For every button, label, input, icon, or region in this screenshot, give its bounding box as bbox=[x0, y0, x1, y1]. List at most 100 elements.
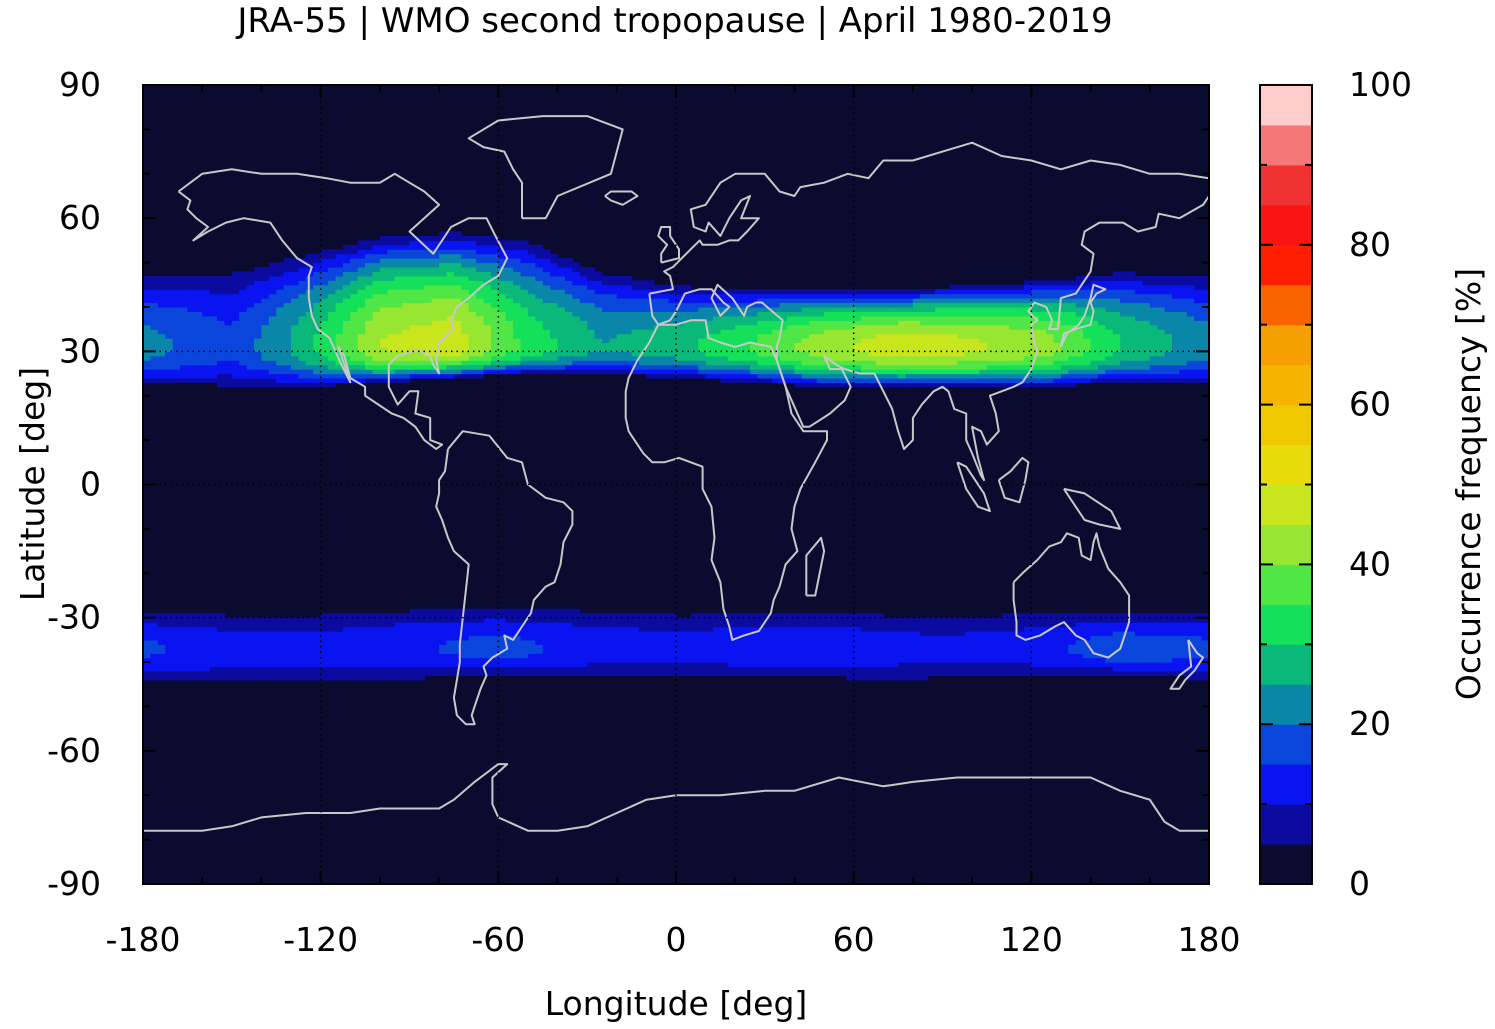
heat-cell bbox=[490, 639, 499, 645]
heat-cell bbox=[1009, 311, 1018, 317]
heat-cell bbox=[217, 670, 226, 676]
heat-cell bbox=[542, 613, 551, 619]
heat-cell bbox=[579, 639, 588, 645]
heat-cell bbox=[172, 302, 181, 308]
heat-cell bbox=[172, 284, 181, 290]
heat-cell bbox=[846, 648, 855, 654]
heat-cell bbox=[483, 648, 492, 654]
heat-cell bbox=[986, 648, 995, 654]
heat-cell bbox=[1075, 644, 1084, 650]
heat-cell bbox=[653, 622, 662, 628]
heat-cell bbox=[986, 302, 995, 308]
heat-cell bbox=[357, 648, 366, 654]
heat-cell bbox=[342, 249, 351, 255]
heat-cell bbox=[1016, 373, 1025, 379]
heat-cell bbox=[394, 670, 403, 676]
heat-cell bbox=[365, 306, 374, 312]
heat-cell bbox=[683, 302, 692, 308]
heat-cell bbox=[202, 289, 211, 295]
heat-cell bbox=[468, 244, 477, 250]
heat-cell bbox=[564, 608, 573, 614]
heat-cell bbox=[535, 338, 544, 344]
heat-cell bbox=[564, 346, 573, 352]
heat-cell bbox=[742, 342, 751, 348]
heat-cell bbox=[1068, 635, 1077, 641]
heat-cell bbox=[483, 284, 492, 290]
heat-cell bbox=[172, 298, 181, 304]
heat-cell bbox=[283, 364, 292, 370]
heat-cell bbox=[239, 346, 248, 352]
heat-cell bbox=[601, 364, 610, 370]
heat-cell bbox=[1053, 360, 1062, 366]
heat-cell bbox=[927, 293, 936, 299]
heat-cell bbox=[898, 662, 907, 668]
heat-cell bbox=[1053, 298, 1062, 304]
heat-cell bbox=[180, 306, 189, 312]
heat-cell bbox=[957, 373, 966, 379]
heat-cell bbox=[490, 329, 499, 335]
heat-cell bbox=[676, 355, 684, 361]
heat-cell bbox=[720, 302, 729, 308]
heat-cell bbox=[750, 302, 759, 308]
heat-cell bbox=[572, 262, 581, 268]
heat-cell bbox=[1060, 369, 1069, 375]
heat-cell bbox=[335, 320, 344, 326]
heat-cell bbox=[431, 670, 440, 676]
heat-cell bbox=[527, 306, 536, 312]
heat-cell bbox=[394, 369, 403, 375]
heat-cell bbox=[194, 364, 203, 370]
heat-cell bbox=[757, 617, 766, 623]
heat-cell bbox=[809, 666, 818, 672]
heat-cell bbox=[927, 666, 936, 672]
heat-cell bbox=[1001, 613, 1010, 619]
heat-cell bbox=[935, 635, 944, 641]
heat-cell bbox=[535, 315, 544, 321]
heat-cell bbox=[594, 324, 603, 330]
heat-cell bbox=[794, 657, 803, 663]
heat-cell bbox=[535, 360, 544, 366]
heat-cell bbox=[180, 666, 189, 672]
heat-cell bbox=[942, 320, 951, 326]
heat-cell bbox=[468, 258, 477, 264]
heat-cell bbox=[291, 639, 300, 645]
heat-cell bbox=[527, 342, 536, 348]
heat-cell bbox=[587, 364, 596, 370]
heat-cell bbox=[601, 635, 610, 641]
heat-cell bbox=[1038, 329, 1047, 335]
heat-cell bbox=[824, 351, 833, 357]
heat-cell bbox=[676, 315, 684, 321]
heat-cell bbox=[1068, 373, 1077, 379]
heat-cell bbox=[572, 369, 581, 375]
heat-cell bbox=[831, 324, 840, 330]
heat-cell bbox=[342, 670, 351, 676]
heat-cell bbox=[261, 666, 270, 672]
heat-cell bbox=[890, 648, 899, 654]
heat-cell bbox=[1009, 360, 1018, 366]
heat-cell bbox=[535, 364, 544, 370]
heat-cell bbox=[550, 608, 559, 614]
heat-cell bbox=[779, 617, 788, 623]
heat-cell bbox=[535, 608, 544, 614]
heat-cell bbox=[483, 626, 492, 632]
heat-cell bbox=[320, 302, 329, 308]
heat-cell bbox=[861, 289, 870, 295]
heat-cell bbox=[394, 311, 403, 317]
heat-cell bbox=[1016, 289, 1025, 295]
heat-cell bbox=[157, 630, 166, 637]
heat-cell bbox=[1016, 613, 1025, 619]
heat-cell bbox=[365, 253, 374, 259]
heat-cell bbox=[246, 639, 255, 645]
heat-cell bbox=[513, 271, 522, 277]
heat-cell bbox=[949, 302, 958, 308]
heat-cell bbox=[439, 258, 448, 264]
heat-cell bbox=[631, 635, 640, 641]
heat-cell bbox=[476, 262, 485, 268]
heat-cell bbox=[668, 617, 677, 623]
heat-cell bbox=[572, 289, 581, 295]
heat-cell bbox=[698, 346, 707, 352]
heat-cell bbox=[298, 284, 307, 290]
heat-cell bbox=[609, 639, 618, 645]
heat-cell bbox=[298, 373, 307, 379]
heat-cell bbox=[846, 364, 855, 370]
heat-cell bbox=[772, 657, 781, 663]
